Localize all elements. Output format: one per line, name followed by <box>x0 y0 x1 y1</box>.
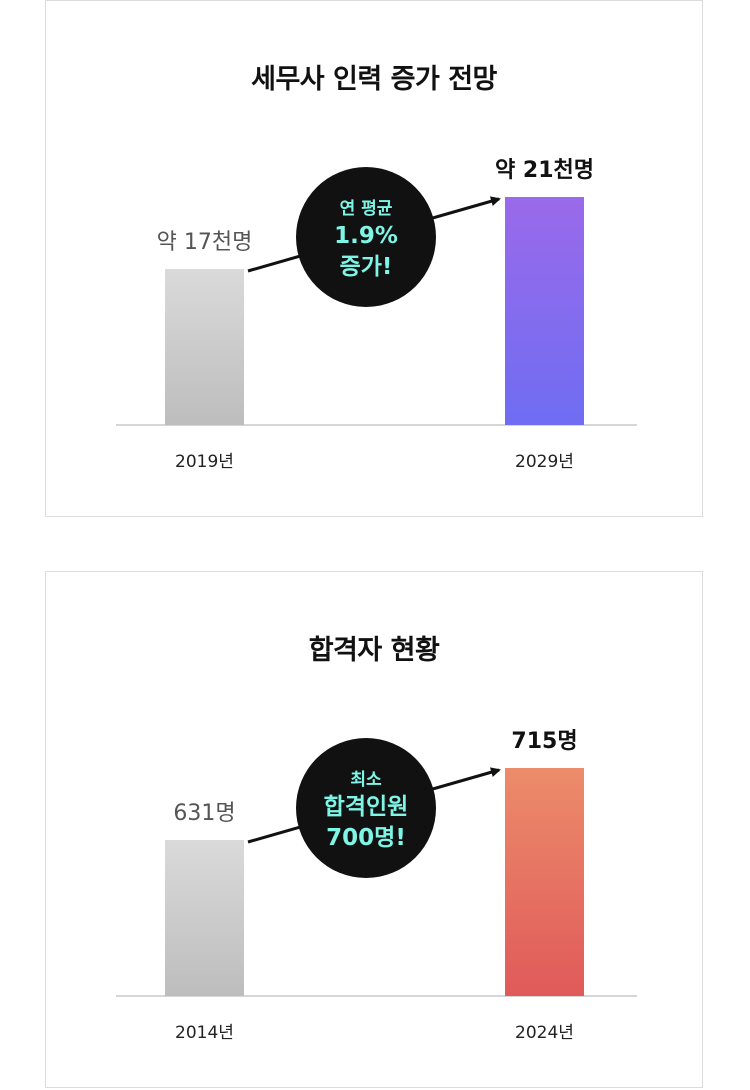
bar-value-label: 631명 <box>173 801 235 826</box>
chart-title: 합격자 현황 <box>308 635 440 666</box>
callout-text: 1.9% <box>334 223 398 249</box>
workforce-chart-card: 세무사 인력 증가 전망 약 17천명 2019년 약 21천명 2029년 연 평균 1… <box>45 0 703 517</box>
category-tick-label: 2019년 <box>175 452 234 472</box>
bar-value-label: 715명 <box>511 729 577 754</box>
callout-text: 증가! <box>340 254 393 280</box>
category-tick-label: 2029년 <box>515 452 574 472</box>
callout-text: 700명! <box>326 825 406 851</box>
callout-badge <box>296 738 436 878</box>
bar-second <box>505 768 584 996</box>
callout-text: 최소 <box>350 770 382 790</box>
category-tick-label: 2014년 <box>175 1023 234 1043</box>
bar-first <box>165 840 244 996</box>
callout-text: 합격인원 <box>324 794 409 820</box>
bar-first <box>165 269 244 425</box>
bar-value-label: 약 17천명 <box>157 230 253 255</box>
bar-value-label: 약 21천명 <box>495 158 594 183</box>
callout-badge <box>296 167 436 307</box>
workforce-bar-chart: 약 17천명 2019년 약 21천명 2029년 연 평균 1.9% 증가! <box>116 158 637 472</box>
callout-text: 연 평균 <box>340 199 393 219</box>
chart-title: 세무사 인력 증가 전망 <box>251 64 497 95</box>
category-tick-label: 2024년 <box>515 1023 574 1043</box>
bar-second <box>505 197 584 425</box>
